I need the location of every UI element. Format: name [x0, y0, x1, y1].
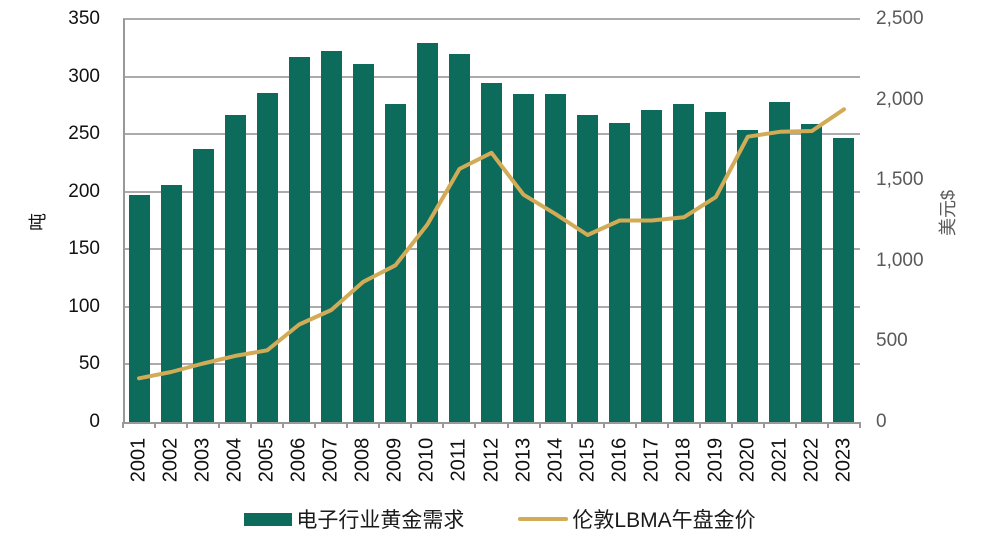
- x-label-2013: 2013: [512, 437, 535, 483]
- x-label-2016: 2016: [608, 437, 631, 483]
- x-label-2018: 2018: [672, 437, 695, 483]
- bar-2004: [224, 114, 246, 422]
- x-label-2007: 2007: [319, 437, 342, 483]
- x-label-2020: 2020: [736, 437, 759, 483]
- x-tick-mark: [314, 422, 317, 428]
- legend-item-line: 伦敦LBMA午盘金价: [518, 504, 756, 534]
- x-label-2010: 2010: [415, 437, 438, 483]
- x-tick-mark: [282, 422, 285, 428]
- x-label-2004: 2004: [223, 437, 246, 483]
- bar-2003: [192, 149, 214, 422]
- x-label-2005: 2005: [255, 437, 278, 483]
- x-tick-mark: [122, 422, 124, 428]
- right-tick-1500: 1,500: [876, 169, 924, 191]
- bar-2012: [481, 83, 502, 422]
- x-label-2011: 2011: [447, 438, 470, 482]
- x-label-2017: 2017: [640, 437, 663, 483]
- left-axis-line: [123, 19, 125, 422]
- left-tick-0: 0: [89, 411, 100, 432]
- left-tick-350: 350: [68, 8, 100, 29]
- bar-2010: [416, 43, 438, 422]
- x-tick-mark: [634, 422, 637, 428]
- right-tick-1000: 1,000: [876, 249, 924, 271]
- x-tick-mark: [666, 422, 669, 428]
- gold-price-line: [137, 107, 846, 381]
- left-tick-300: 300: [68, 65, 100, 87]
- bar-2017: [641, 109, 663, 422]
- x-label-2009: 2009: [383, 437, 406, 483]
- left-axis-title: 吨: [28, 213, 48, 231]
- left-tick-150: 150: [68, 238, 100, 260]
- legend-line-label: 伦敦LBMA午盘金价: [572, 509, 756, 532]
- x-tick-mark: [442, 422, 445, 428]
- bar-2015: [577, 114, 599, 422]
- left-tick-200: 200: [68, 180, 100, 202]
- x-tick-mark: [762, 422, 765, 428]
- bar-2023: [833, 137, 855, 422]
- left-tick-50: 50: [78, 353, 100, 375]
- bar-2016: [609, 122, 631, 422]
- x-label-2014: 2014: [544, 437, 567, 483]
- x-tick-mark: [346, 422, 349, 428]
- x-tick-mark: [730, 422, 733, 428]
- x-label-2008: 2008: [351, 437, 374, 483]
- bar-2002: [160, 184, 182, 422]
- x-tick-mark: [826, 422, 829, 428]
- right-tick-0: 0: [876, 411, 887, 432]
- x-tick-mark: [218, 422, 221, 428]
- bar-2013: [513, 93, 535, 422]
- plot-area: 0 50 100 150 200 250 300 350 0 500 1,000 1,500 2,00…: [68, 9, 923, 432]
- x-label-2006: 2006: [287, 437, 310, 483]
- legend-item-bar: 电子行业黄金需求: [244, 504, 464, 534]
- bar-2008: [352, 63, 374, 422]
- bar-2011: [448, 53, 470, 422]
- x-tick-mark: [506, 422, 509, 428]
- bar-2022: [801, 123, 823, 422]
- bar-2021: [769, 101, 791, 422]
- line-series: [137, 107, 846, 381]
- x-tick-mark: [410, 422, 413, 428]
- bar-2020: [737, 129, 759, 422]
- x-label-2012: 2012: [480, 437, 502, 483]
- right-tick-2000: 2,000: [876, 88, 924, 110]
- x-tick-mark: [602, 422, 605, 428]
- x-tick-mark: [538, 422, 541, 428]
- x-label-2023: 2023: [832, 437, 855, 483]
- x-tick-mark: [186, 422, 189, 428]
- x-label-2015: 2015: [576, 437, 599, 483]
- x-axis-line: [123, 422, 860, 424]
- x-tick-mark: [859, 422, 861, 428]
- x-label-2003: 2003: [191, 437, 214, 483]
- x-tick-mark: [378, 422, 381, 428]
- bar-2014: [545, 93, 567, 422]
- x-tick-mark: [250, 422, 253, 428]
- x-tick-mark: [794, 422, 797, 428]
- legend-line-swatch: [518, 517, 569, 521]
- x-tick-mark: [154, 422, 157, 428]
- x-label-2002: 2002: [159, 437, 182, 483]
- x-tick-mark: [570, 422, 573, 428]
- x-tick-mark: [698, 422, 701, 428]
- x-label-2001: 2001: [127, 437, 150, 483]
- bar-2001: [128, 195, 150, 422]
- legend-bar-swatch: [244, 512, 293, 526]
- x-tick-mark: [474, 422, 477, 428]
- left-tick-250: 250: [68, 123, 100, 145]
- right-axis-title: 美元$: [938, 189, 958, 237]
- x-label-2019: 2019: [704, 437, 727, 483]
- x-label-2022: 2022: [800, 437, 823, 483]
- bar-2005: [256, 92, 278, 422]
- gridline-350: [123, 18, 860, 20]
- left-tick-100: 100: [68, 295, 100, 317]
- right-tick-500: 500: [876, 330, 908, 352]
- legend: 电子行业黄金需求 伦敦LBMA午盘金价: [0, 504, 1000, 534]
- bar-2007: [320, 51, 342, 422]
- x-label-2021: 2021: [768, 437, 791, 483]
- gridline-300: [123, 75, 860, 78]
- legend-bar-label: 电子行业黄金需求: [296, 509, 465, 532]
- right-tick-2500: 2,500: [876, 8, 924, 29]
- bar-2018: [673, 104, 695, 422]
